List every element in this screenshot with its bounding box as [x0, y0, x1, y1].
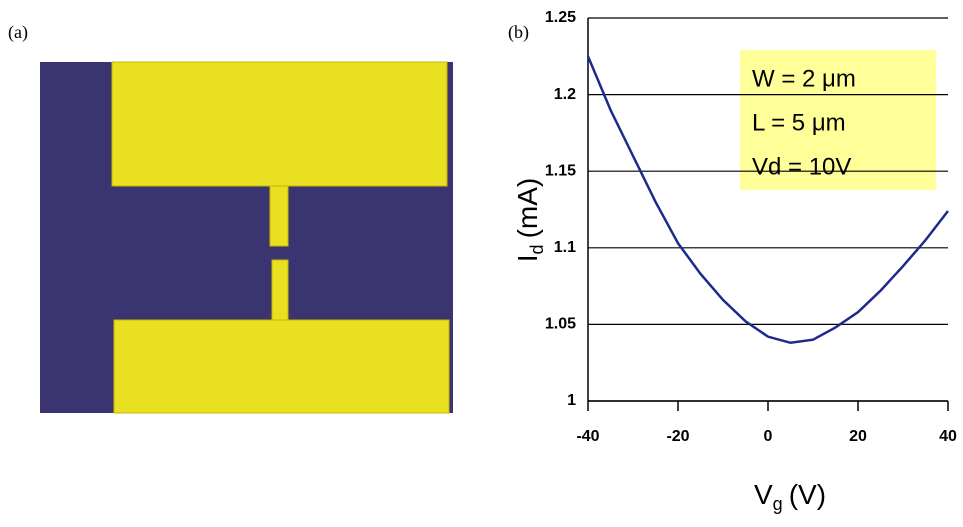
y-axis-label: Id (mA) — [512, 178, 546, 262]
annotation: Vd = 10V — [752, 153, 851, 180]
x-tick-label: 40 — [939, 428, 957, 445]
x-label-unit: (V) — [789, 479, 826, 510]
y-tick-label: 1.05 — [545, 316, 576, 333]
data-line — [586, 55, 949, 345]
x-label-sub: g — [773, 494, 783, 514]
y-tick-label: 1.1 — [554, 239, 576, 256]
x-tick-label: -40 — [576, 428, 599, 445]
annotation: L = 5 μm — [752, 109, 846, 136]
y-tick-label: 1.2 — [554, 86, 576, 103]
x-tick-label: -20 — [666, 428, 689, 445]
y-label-sub: d — [527, 244, 547, 254]
y-label-unit: (mA) — [512, 178, 543, 239]
y-tick-label: 1.15 — [545, 162, 576, 179]
x-axis-label: Vg (V) — [754, 479, 826, 513]
annotation-box — [740, 50, 936, 190]
y-label-main: I — [512, 254, 543, 262]
y-tick-label: 1 — [567, 392, 576, 409]
panel-label: (b) — [508, 22, 529, 43]
panel-label: (a) — [8, 22, 28, 43]
x-label-main: V — [754, 479, 773, 510]
micrograph — [40, 61, 453, 414]
x-tick-label: 20 — [849, 428, 867, 445]
x-tick-label: 0 — [764, 428, 773, 445]
annotation: W = 2 μm — [752, 65, 856, 92]
y-tick-label: 1.25 — [545, 9, 576, 26]
